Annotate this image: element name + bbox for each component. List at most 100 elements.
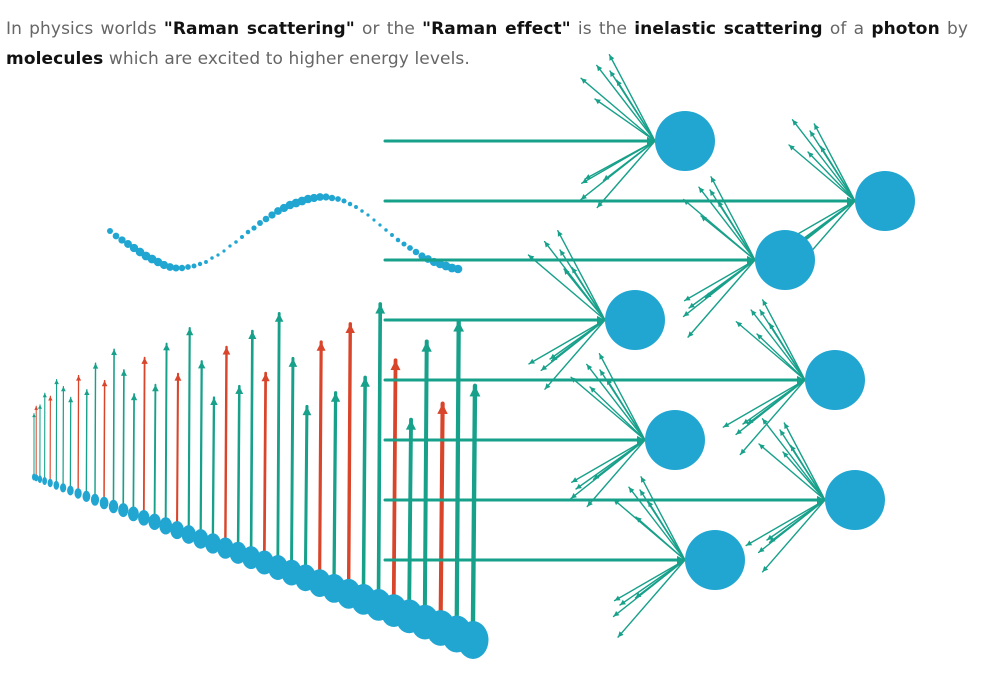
scattered-ray-shaft <box>809 130 856 202</box>
row-molecule <box>42 477 47 485</box>
oscillation-arrow <box>32 413 36 474</box>
scattered-ray <box>602 140 656 182</box>
oscillation-arrow-head <box>288 358 298 367</box>
oscillation-arrow <box>316 340 326 571</box>
scattered-ray <box>709 189 756 261</box>
oscillation-arrow <box>68 396 74 487</box>
scattered-ray-shaft <box>687 259 756 338</box>
row-molecule <box>99 496 109 510</box>
oscillation-arrow-head <box>274 313 284 322</box>
wave-dot <box>418 252 426 260</box>
row-molecule <box>37 475 43 484</box>
incident-photon-arrow <box>383 555 687 565</box>
scattered-ray-head <box>711 176 716 183</box>
wave-dot <box>453 264 463 274</box>
scattered-ray <box>609 70 656 142</box>
oscillation-arrow <box>163 342 170 519</box>
row-molecule <box>170 521 184 540</box>
oscillation-arrow <box>54 379 59 482</box>
oscillation-arrow-head <box>141 357 148 364</box>
keyword-photon: photon <box>871 19 940 39</box>
wave-dot <box>268 211 276 219</box>
oscillation-arrow-shaft <box>303 404 309 566</box>
scattered-ray-shaft <box>559 249 606 321</box>
oscillation-arrow-shaft <box>276 312 281 557</box>
scattered-ray-shaft <box>735 321 806 381</box>
scattered-ray-head <box>581 78 587 84</box>
scattered-ray <box>700 215 756 261</box>
oscillation-arrow-head <box>68 397 74 403</box>
scattered-ray-head <box>710 190 716 196</box>
scattered-ray <box>766 499 826 541</box>
scattered-ray-head <box>614 595 621 601</box>
oscillation-arrow-head <box>316 341 326 351</box>
scattered-ray-head <box>590 387 596 393</box>
scattered-ray-head <box>628 487 635 494</box>
scattered-ray <box>527 254 606 321</box>
wave-dot <box>172 264 180 272</box>
scattered-ray <box>722 379 806 428</box>
scattering-molecule <box>825 470 885 530</box>
scattered-ray <box>596 140 656 209</box>
oscillation-arrow-head <box>302 406 312 416</box>
scattering-molecule <box>645 410 705 470</box>
scattered-ray-head <box>759 444 765 450</box>
wave-dot <box>216 253 220 257</box>
scattered-ray-shaft <box>557 229 606 321</box>
scattered-ray-head <box>683 311 690 317</box>
oscillation-arrow-shaft <box>187 327 191 527</box>
oscillation-arrow <box>330 391 341 576</box>
scattered-ray-head <box>701 216 707 222</box>
scattered-ray <box>628 486 686 561</box>
scattered-ray-shaft <box>589 386 646 441</box>
wave-dot <box>341 198 347 204</box>
row-molecule <box>47 478 53 488</box>
oscillation-arrow <box>84 389 90 492</box>
scattered-ray-head <box>751 310 757 316</box>
scattered-ray-shaft <box>779 429 826 501</box>
row-molecule <box>217 537 234 559</box>
oscillation-arrow-shaft <box>290 356 295 562</box>
scattered-ray <box>756 333 806 381</box>
row-molecule <box>74 488 82 499</box>
oscillation-arrow-shaft <box>199 360 203 531</box>
oscillation-arrow-shaft <box>361 375 367 586</box>
keyword-raman-scattering: "Raman scattering" <box>163 19 355 39</box>
scattered-ray <box>750 309 806 381</box>
scattered-ray <box>779 429 826 501</box>
oscillation-arrow-head <box>42 393 47 398</box>
scattered-ray-shaft <box>688 259 756 309</box>
oscillation-arrow-head <box>261 373 270 382</box>
wave-dot <box>262 215 270 223</box>
text-segment: which are excited to higher energy level… <box>103 49 470 69</box>
oscillation-arrow <box>248 329 257 548</box>
scattered-ray-shaft <box>613 559 686 602</box>
wave-dot <box>124 240 132 248</box>
scattered-ray-head <box>635 592 642 598</box>
oscillation-arrow-head <box>152 384 159 392</box>
oscillation-arrow <box>38 404 42 476</box>
scattered-ray-shaft <box>745 499 826 547</box>
oscillation-arrow-head <box>198 361 206 369</box>
row-molecule <box>90 493 100 506</box>
oscillation-arrow <box>101 379 108 498</box>
scattered-ray-head <box>640 490 646 496</box>
scattered-ray <box>742 379 806 425</box>
scattered-ray-head <box>581 194 587 200</box>
scattered-ray-shaft <box>683 259 756 302</box>
incident-photon-arrow <box>383 136 657 146</box>
scattered-rays <box>527 54 856 638</box>
wave-dot <box>316 193 324 201</box>
oscillation-arrow-head <box>330 392 341 402</box>
scattered-ray-head <box>789 145 795 151</box>
text-segment: by <box>939 19 969 39</box>
scattered-ray-head <box>747 418 754 424</box>
oscillation-arrow <box>437 401 448 613</box>
scattered-ray <box>688 259 756 309</box>
row-molecule <box>457 621 489 659</box>
wave-dot <box>191 263 197 269</box>
scattered-ray <box>735 321 806 381</box>
text-segment: is the <box>570 19 635 39</box>
scattered-ray-shaft <box>758 443 826 501</box>
scattered-ray <box>783 422 826 501</box>
